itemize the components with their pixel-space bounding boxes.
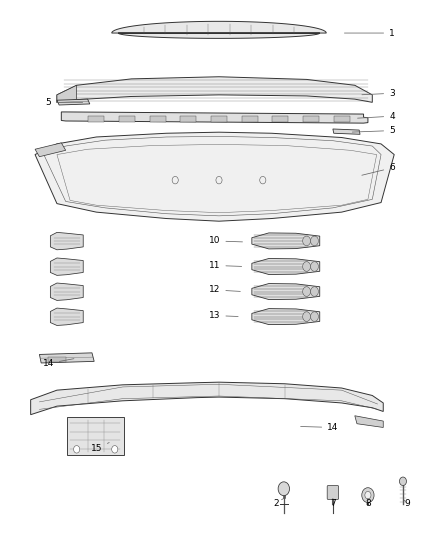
Polygon shape <box>355 416 383 427</box>
Text: 5: 5 <box>352 126 395 135</box>
Text: 8: 8 <box>365 498 371 507</box>
Text: 12: 12 <box>209 286 240 294</box>
Polygon shape <box>57 99 90 105</box>
Bar <box>211 116 227 122</box>
Circle shape <box>278 482 290 496</box>
Text: 13: 13 <box>209 311 238 320</box>
Circle shape <box>303 312 311 321</box>
FancyBboxPatch shape <box>67 417 124 455</box>
Polygon shape <box>39 353 94 363</box>
Bar <box>88 116 104 122</box>
Text: 6: 6 <box>362 164 395 175</box>
Polygon shape <box>57 85 77 102</box>
Bar <box>180 116 196 122</box>
Circle shape <box>362 488 374 503</box>
Circle shape <box>303 236 311 246</box>
Bar <box>119 116 135 122</box>
Polygon shape <box>31 382 383 415</box>
Bar <box>334 116 350 122</box>
Polygon shape <box>112 21 326 38</box>
Polygon shape <box>57 77 372 102</box>
Text: 2: 2 <box>273 498 284 507</box>
Bar <box>48 357 66 362</box>
Text: 14: 14 <box>42 359 74 368</box>
Polygon shape <box>252 259 320 274</box>
Circle shape <box>303 287 311 296</box>
Circle shape <box>112 446 118 453</box>
Polygon shape <box>50 232 83 250</box>
Polygon shape <box>252 233 320 249</box>
Bar <box>150 116 166 122</box>
Circle shape <box>311 262 318 271</box>
Text: 10: 10 <box>209 237 243 245</box>
Polygon shape <box>50 258 83 276</box>
Circle shape <box>311 236 318 246</box>
Polygon shape <box>61 112 368 123</box>
Text: 14: 14 <box>300 423 339 432</box>
Polygon shape <box>252 284 320 300</box>
Text: 3: 3 <box>362 89 395 98</box>
Circle shape <box>311 312 318 321</box>
Text: 9: 9 <box>404 499 410 507</box>
Polygon shape <box>35 143 66 157</box>
Circle shape <box>399 477 406 486</box>
Polygon shape <box>333 129 360 134</box>
Text: 11: 11 <box>209 261 242 270</box>
Text: 15: 15 <box>91 442 109 453</box>
Text: 1: 1 <box>344 29 395 37</box>
Bar <box>242 116 258 122</box>
Polygon shape <box>252 309 320 325</box>
Bar <box>303 116 319 122</box>
Polygon shape <box>35 132 394 221</box>
FancyBboxPatch shape <box>327 486 339 499</box>
Text: 5: 5 <box>45 98 83 107</box>
Polygon shape <box>50 308 83 326</box>
Circle shape <box>74 446 80 453</box>
Circle shape <box>311 287 318 296</box>
Circle shape <box>365 491 371 499</box>
Text: 4: 4 <box>357 112 395 120</box>
Text: 7: 7 <box>330 498 336 507</box>
Bar <box>272 116 288 122</box>
Circle shape <box>303 262 311 271</box>
Polygon shape <box>50 283 83 301</box>
